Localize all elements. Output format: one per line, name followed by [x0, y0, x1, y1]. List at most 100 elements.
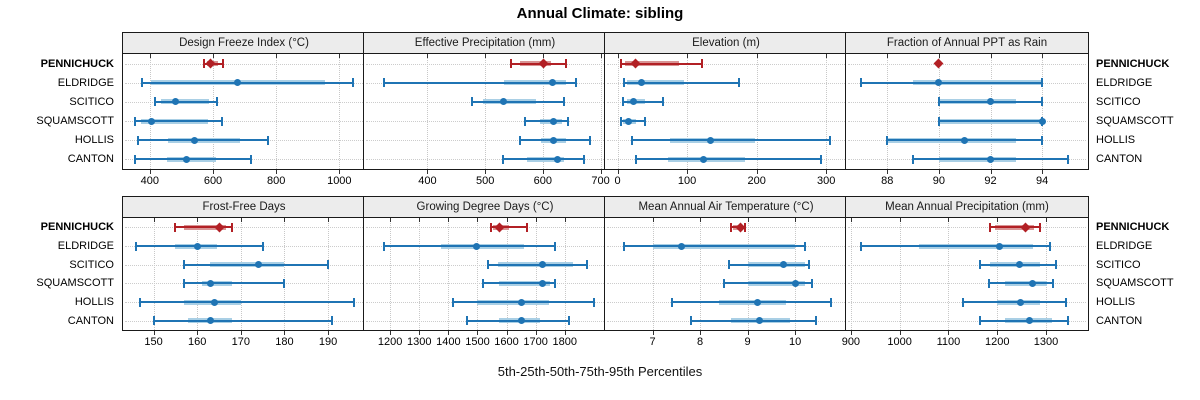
panel-design-freeze-index-c: Design Freeze Index (°C) [122, 32, 366, 170]
gridline-vertical [948, 218, 950, 330]
axis-tick-top [427, 54, 429, 58]
gridline-vertical [899, 218, 901, 330]
range-line-pennichuck [175, 226, 233, 229]
range-line-canton [635, 158, 822, 161]
axis-tick-top [887, 54, 889, 58]
whisker-cap [266, 135, 269, 145]
panel-plot-elevation-m [605, 54, 847, 169]
median-marker-squamscott [1029, 279, 1037, 287]
site-label-eldridge: ELDRIDGE [1096, 76, 1153, 89]
gridline-vertical [826, 54, 828, 169]
axis-tick-label: 180 [275, 336, 294, 348]
whisker-cap [1054, 260, 1057, 270]
whisker-cap [249, 154, 252, 164]
row-gridline [848, 283, 1086, 285]
whisker-cap [1041, 78, 1044, 88]
site-label-pennichuck: PENNICHUCK [1096, 57, 1170, 70]
axis-tick-top [1042, 54, 1044, 58]
whisker-cap [585, 260, 588, 270]
panel-mean-annual-precipitation-mm: Mean Annual Precipitation (mm) [845, 196, 1089, 331]
axis-tick [687, 170, 689, 174]
whisker-cap [1064, 297, 1067, 307]
whisker-cap [562, 97, 565, 107]
gridline-vertical [990, 54, 992, 169]
whisker-cap [662, 97, 665, 107]
whisker-cap [202, 59, 205, 69]
axis-tick [938, 170, 940, 174]
site-label-squamscott: SQUAMSCOTT [1096, 277, 1174, 290]
row-gridline [125, 101, 363, 103]
median-marker-hollis [1017, 298, 1025, 306]
whisker-cap [174, 222, 177, 232]
axis-tick [795, 331, 797, 335]
median-marker-scitico [254, 261, 262, 269]
whisker-cap [620, 116, 622, 126]
whisker-cap [815, 316, 818, 326]
median-marker-eldridge [473, 242, 481, 250]
site-labels-left-row2: PENNICHUCK ELDRIDGE SCITICO SQUAMSCOTT HOLLI… [0, 218, 114, 330]
whisker-cap [701, 59, 704, 69]
panel-fraction-of-annual-ppt-as-rain: Fraction of Annual PPT as Rain [845, 32, 1089, 170]
axis-tick-top [149, 54, 151, 58]
whisker-cap [727, 260, 730, 270]
whisker-cap [583, 154, 586, 164]
row-gridline [848, 227, 1086, 229]
axis-tick-label: 700 [591, 175, 610, 187]
whisker-cap [486, 260, 489, 270]
whisker-cap [261, 241, 264, 251]
whisker-cap [588, 135, 591, 145]
axis-tick [1042, 170, 1044, 174]
axis-tick-top [1046, 218, 1047, 222]
axis-tick-top [197, 218, 199, 222]
range-line-eldridge [860, 245, 1050, 247]
axis-tick-top [153, 218, 155, 222]
median-marker-scitico [1016, 261, 1024, 269]
axis-tick-label: 200 [747, 175, 766, 187]
whisker-cap [134, 154, 137, 164]
axis-tick [887, 170, 889, 174]
median-marker-scitico [987, 98, 995, 106]
axis-tick-top [477, 218, 479, 222]
whisker-cap [620, 59, 622, 69]
median-marker-scitico [499, 98, 507, 106]
axis-tick-label: 190 [318, 336, 338, 348]
median-marker-hollis [707, 136, 715, 144]
row-gridline [366, 63, 604, 65]
panel-plot-effective-precipitation-mm [364, 54, 606, 169]
axis-tick [276, 170, 278, 174]
axis-tick-label: 1800 [552, 336, 577, 348]
site-labels-left-row1: PENNICHUCK ELDRIDGE SCITICO SQUAMSCOTT HOLLI… [0, 54, 114, 169]
site-label-hollis: HOLLIS [74, 296, 114, 308]
range-line-scitico [154, 100, 218, 103]
whisker-cap [1041, 97, 1044, 107]
axis-tick-label: 600 [203, 175, 223, 187]
whisker-cap [592, 297, 595, 307]
whisker-cap [140, 78, 143, 88]
range-line-pennichuck [989, 226, 1040, 229]
axis-tick [197, 331, 199, 335]
panel-header-fraction-of-annual-ppt-as-rain: Fraction of Annual PPT as Rain [846, 33, 1088, 54]
site-label-squamscott: SQUAMSCOTT [36, 115, 114, 128]
axis-tick-label: 9 [744, 336, 751, 348]
whisker-cap [183, 260, 186, 270]
whisker-cap [523, 116, 526, 126]
whisker-cap [689, 316, 692, 326]
whisker-cap [221, 116, 224, 126]
axis-tick [427, 170, 429, 174]
axis-tick [700, 331, 702, 335]
axis-tick-top [938, 54, 940, 58]
gridline-vertical [240, 218, 242, 330]
gridline-vertical [756, 54, 758, 169]
axis-tick-label: 300 [817, 175, 836, 187]
axis-tick-top [284, 218, 286, 222]
median-marker-squamscott [550, 117, 558, 125]
range-line-hollis [138, 139, 268, 142]
whisker-cap [1041, 135, 1044, 145]
whisker-cap [803, 241, 806, 251]
axis-tick-top [485, 54, 487, 58]
median-marker-canton [553, 155, 561, 163]
axis-tick-top [948, 218, 950, 222]
axis-tick [477, 331, 479, 335]
median-marker-hollis [211, 298, 219, 306]
row-gridline [366, 159, 604, 161]
